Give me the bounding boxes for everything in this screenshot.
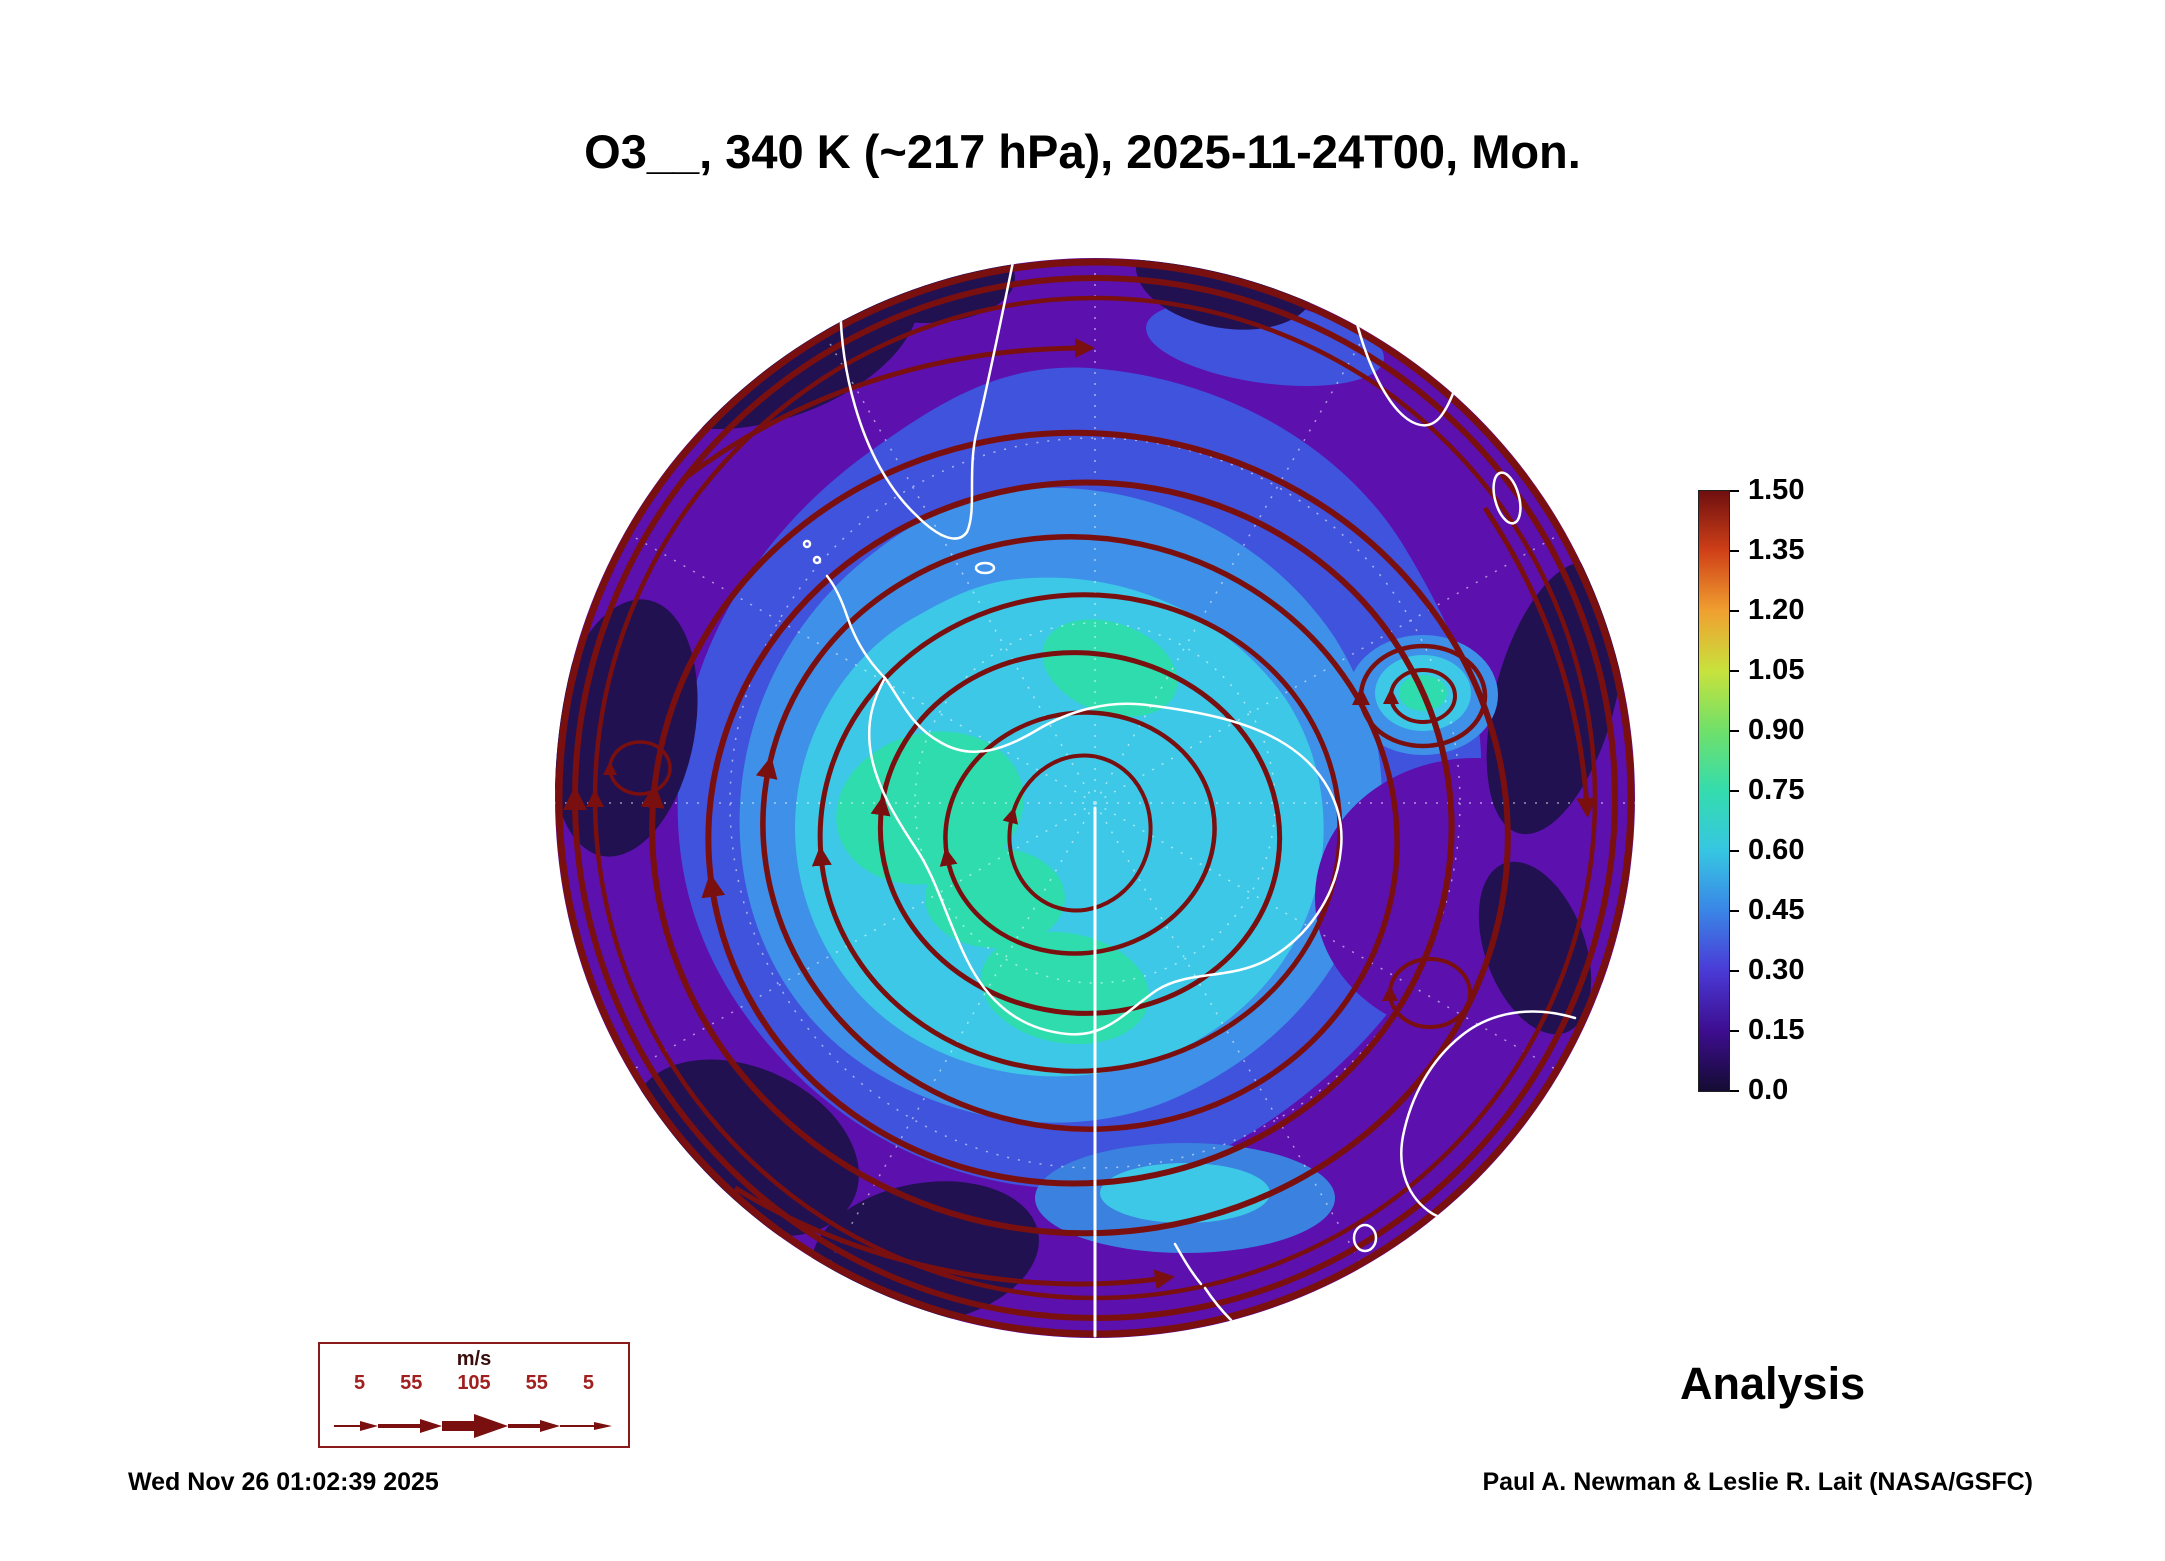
wind-speed-legend: m/s 5 55 105 55 5 [318,1342,630,1448]
polar-map [545,248,1645,1348]
analysis-label: Analysis [1680,1358,1866,1409]
colorbar-tick-marks [1730,490,1739,1092]
wind-units-label: m/s [456,1348,492,1370]
colorbar-tick: 0.60 [1748,834,1805,866]
colorbar-tick: 0.90 [1748,714,1805,746]
wind-speed-value: 5 [582,1372,594,1394]
colorbar-tick: 0.0 [1748,1074,1789,1106]
wind-speed-values: 5 55 105 55 5 [320,1372,628,1395]
wind-arrow-scale [334,1414,612,1438]
colorbar-tick: 0.15 [1748,1014,1805,1046]
credit-line: Paul A. Newman & Leslie R. Lait (NASA/GS… [1482,1468,2033,1496]
colorbar-tick-labels: 1.50 1.35 1.20 1.05 0.90 0.75 0.60 0.45 … [1748,474,1868,1106]
polar-map-svg [555,258,1635,1338]
south-america-coastline [839,258,1015,540]
plot-title: O3__, 340 K (~217 hPa), 2025-11-24T00, M… [584,125,1581,178]
generated-timestamp: Wed Nov 26 01:02:39 2025 [128,1468,439,1496]
colorbar-tick: 0.75 [1748,774,1805,806]
wind-speed-value: 5 [354,1372,366,1394]
colorbar-tick: 1.35 [1748,534,1805,566]
colorbar-tick: 0.45 [1748,894,1805,926]
colorbar-gradient [1698,490,1730,1092]
colorbar-tick: 1.50 [1748,474,1805,506]
colorbar-tick: 1.20 [1748,594,1805,626]
wind-streamlines [555,258,1635,1338]
antarctic-peninsula [825,574,887,680]
new-zealand-coastline [1173,1242,1233,1322]
colorbar-tick: 1.05 [1748,654,1805,686]
colorbar-tick: 0.30 [1748,954,1805,986]
wind-speed-value: 105 [457,1372,491,1394]
wind-speed-value: 55 [400,1372,423,1394]
wind-speed-value: 55 [525,1372,548,1394]
antarctica-coastline [867,676,1343,1036]
